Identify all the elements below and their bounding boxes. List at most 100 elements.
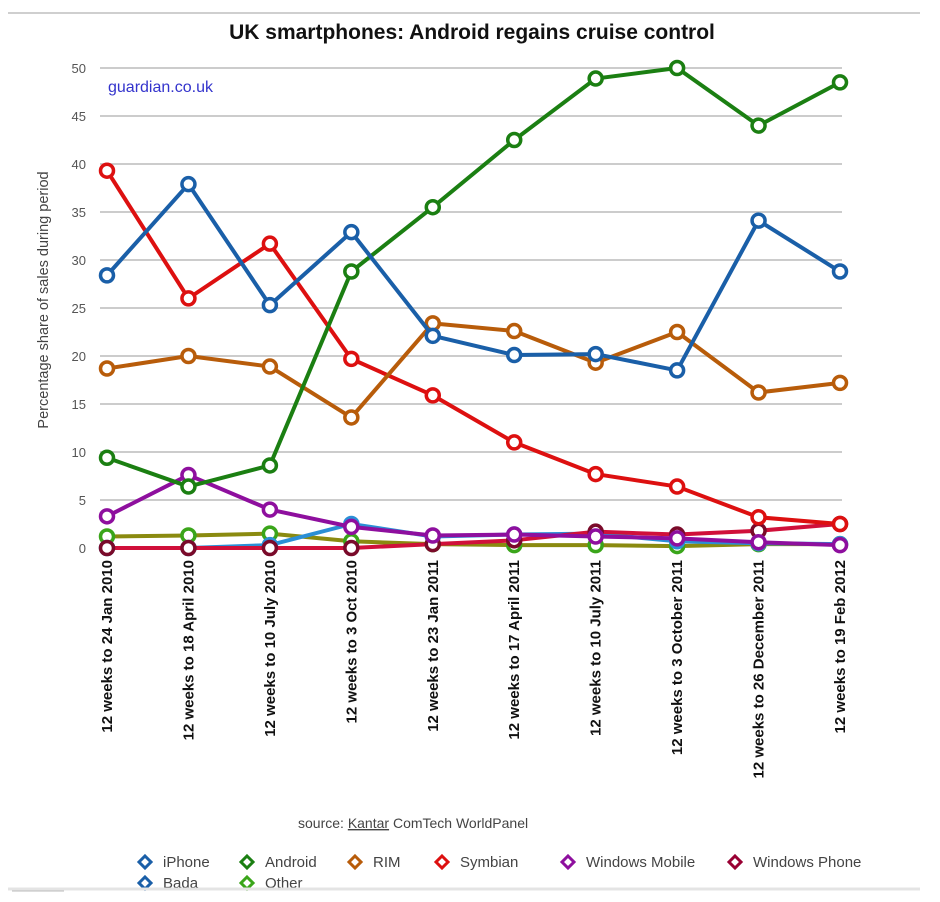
series-iphone <box>98 175 849 379</box>
data-point <box>261 235 279 252</box>
data-point <box>98 267 116 284</box>
y-tick-label: 20 <box>72 349 86 364</box>
data-point <box>505 346 523 364</box>
data-point <box>180 290 197 307</box>
legend-marker-icon <box>136 853 154 871</box>
data-point <box>587 465 604 483</box>
series-windows-mobile <box>98 466 849 554</box>
data-point <box>261 539 279 557</box>
data-point <box>587 70 604 87</box>
data-point <box>98 360 116 377</box>
data-point <box>668 59 686 77</box>
data-point <box>750 117 767 134</box>
series-line <box>105 169 841 526</box>
legend-label: iPhone <box>163 854 210 871</box>
y-tick-label: 40 <box>72 157 86 172</box>
data-point <box>98 449 116 467</box>
legend-item: Symbian <box>433 853 518 871</box>
data-point <box>261 296 279 314</box>
data-point <box>750 212 767 229</box>
legend-item: Windows Mobile <box>559 853 695 871</box>
legend-label: Windows Mobile <box>586 854 695 871</box>
x-tick-label: 12 weeks to 3 October 2011 <box>669 560 686 755</box>
data-point <box>424 198 442 216</box>
data-point <box>587 345 604 363</box>
data-point <box>98 508 116 525</box>
legend-label: Symbian <box>460 854 518 871</box>
data-point <box>587 528 604 545</box>
data-point <box>831 374 849 392</box>
data-point <box>343 409 360 426</box>
legend-item: iPhone <box>136 853 210 871</box>
x-tick-label: 12 weeks to 24 Jan 2010 <box>99 560 116 733</box>
legend-marker-icon <box>559 853 577 871</box>
legend: iPhone Android RIM Symbian Windows Mobile Win… <box>136 853 861 892</box>
data-point <box>668 478 686 495</box>
legend-marker-icon <box>433 853 451 871</box>
data-point <box>261 358 279 375</box>
series-line <box>106 321 841 420</box>
legend-marker-icon <box>238 853 256 871</box>
series-line <box>107 522 841 550</box>
data-point <box>424 387 442 404</box>
series-line <box>106 66 841 489</box>
y-tick-label: 30 <box>72 253 86 268</box>
annotation-guardian: guardian.co.uk <box>108 79 214 96</box>
legend-item: Windows Phone <box>726 853 861 871</box>
data-point <box>98 539 116 557</box>
legend-marker-icon <box>726 853 744 871</box>
x-tick-label: 12 weeks to 10 July 2010 <box>262 560 279 737</box>
data-point <box>831 536 849 554</box>
source-name: Kantar <box>348 815 390 831</box>
y-axis-ticks: 0 5 10 15 20 25 30 35 40 45 50 <box>72 61 86 556</box>
data-point <box>831 515 849 533</box>
y-tick-label: 0 <box>79 541 86 556</box>
x-tick-label: 12 weeks to 26 December 2011 <box>751 560 768 778</box>
data-point <box>831 263 849 280</box>
data-point <box>505 434 523 451</box>
x-tick-label: 12 weeks to 17 April 2011 <box>506 560 523 740</box>
data-point <box>505 526 523 543</box>
data-point <box>343 223 360 241</box>
legend-marker-icon <box>136 874 154 892</box>
legend-marker-icon <box>346 853 364 871</box>
y-axis-label: Percentage share of sales during period <box>36 171 52 428</box>
x-tick-label: 12 weeks to 23 Jan 2011 <box>425 560 442 732</box>
source-prefix: source: <box>298 815 348 831</box>
data-point <box>750 384 767 401</box>
data-point <box>668 362 686 379</box>
data-point <box>505 131 523 149</box>
legend-label: RIM <box>373 854 401 871</box>
data-point <box>261 501 279 518</box>
data-point <box>343 539 360 557</box>
y-tick-label: 25 <box>72 301 86 316</box>
data-point <box>98 162 116 179</box>
legend-marker-icon <box>238 874 256 892</box>
data-point <box>831 74 849 91</box>
series-line <box>105 182 842 373</box>
data-point <box>750 509 767 526</box>
data-point <box>668 323 686 341</box>
source-rest: ComTech WorldPanel <box>389 815 528 831</box>
source-note: source: Kantar ComTech WorldPanel <box>298 815 528 831</box>
y-tick-label: 35 <box>72 205 86 220</box>
x-tick-label: 12 weeks to 10 July 2011 <box>588 560 605 736</box>
series-line <box>106 531 840 549</box>
series-android <box>98 59 849 495</box>
series-line <box>106 473 841 548</box>
data-point <box>424 327 442 345</box>
y-tick-label: 45 <box>72 109 86 124</box>
legend-item: Android <box>238 853 317 871</box>
data-point <box>180 175 197 193</box>
x-tick-label: 12 weeks to 19 Feb 2012 <box>832 560 849 733</box>
data-point <box>343 350 360 368</box>
data-point <box>261 457 279 474</box>
chart-title: UK smartphones: Android regains cruise c… <box>229 21 715 44</box>
data-point <box>180 478 197 495</box>
series-rim <box>98 315 849 426</box>
y-tick-label: 5 <box>79 493 86 508</box>
data-point <box>424 527 442 544</box>
y-tick-label: 15 <box>72 397 86 412</box>
legend-label: Windows Phone <box>753 854 861 871</box>
